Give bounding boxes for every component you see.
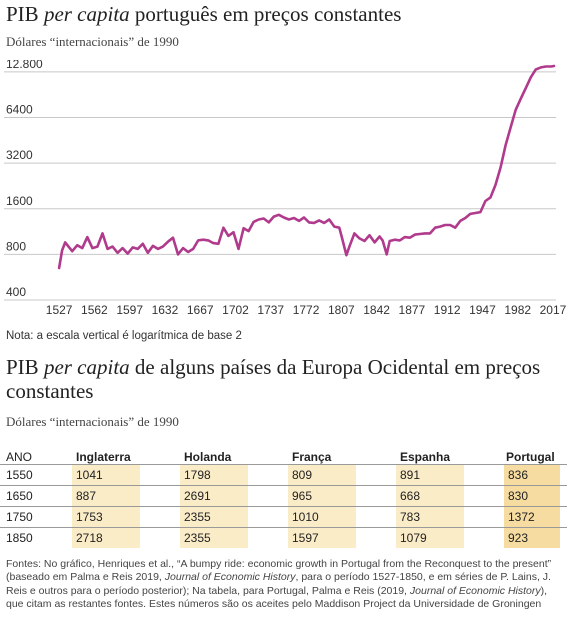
cell-year: 1550 bbox=[6, 468, 33, 482]
cell-value: 1010 bbox=[292, 510, 319, 524]
cell-value: 1372 bbox=[508, 510, 535, 524]
chart-subtitle: Dólares “internacionais” de 1990 bbox=[6, 34, 179, 49]
cell-value: 1798 bbox=[184, 468, 211, 482]
cell-value: 2355 bbox=[184, 531, 211, 545]
cell-value: 923 bbox=[508, 531, 529, 545]
x-tick-label: 1597 bbox=[116, 303, 143, 317]
header-franca: França bbox=[292, 450, 332, 464]
cell-value: 965 bbox=[292, 489, 313, 503]
x-tick-label: 1982 bbox=[504, 303, 531, 317]
cell-value: 809 bbox=[292, 468, 313, 482]
x-tick-label: 1702 bbox=[222, 303, 249, 317]
table-row: 1750 1753 2355 1010 783 1372 bbox=[0, 506, 567, 528]
cell-value: 891 bbox=[400, 468, 421, 482]
chart-note: Nota: a escala vertical é logarítmica de… bbox=[6, 330, 242, 342]
y-tick-label: 800 bbox=[6, 239, 26, 253]
chart-title: PIB per capita português em preços const… bbox=[6, 2, 402, 26]
cell-value: 836 bbox=[508, 468, 529, 482]
cell-value: 2718 bbox=[76, 531, 103, 545]
x-tick-label: 1842 bbox=[363, 303, 390, 317]
y-tick-label: 3200 bbox=[6, 148, 33, 162]
table-row: 1850 2718 2355 1597 1079 923 bbox=[0, 527, 567, 549]
cell-value: 1041 bbox=[76, 468, 103, 482]
table-row: 1550 1041 1798 809 891 836 bbox=[0, 464, 567, 486]
x-tick-label: 1807 bbox=[328, 303, 355, 317]
header-holanda: Holanda bbox=[184, 450, 232, 464]
x-tick-label: 1562 bbox=[81, 303, 108, 317]
x-tick-label: 1667 bbox=[187, 303, 214, 317]
x-tick-label: 1912 bbox=[434, 303, 461, 317]
gdp-line-chart: 400 800 1600 3200 6400 12.800 1527 1562 1597 163… bbox=[4, 60, 567, 317]
header-espanha: Espanha bbox=[400, 450, 451, 464]
cell-value: 1753 bbox=[76, 510, 103, 524]
x-tick-label: 1947 bbox=[469, 303, 496, 317]
header-inglaterra: Inglaterra bbox=[76, 450, 131, 464]
cell-value: 830 bbox=[508, 489, 529, 503]
x-tick-label: 1737 bbox=[257, 303, 284, 317]
table-subtitle: Dólares “internacionais” de 1990 bbox=[6, 414, 179, 429]
x-tick-label: 1632 bbox=[152, 303, 179, 317]
cell-value: 1597 bbox=[292, 531, 319, 545]
cell-value: 2691 bbox=[184, 489, 211, 503]
y-tick-label: 6400 bbox=[6, 103, 33, 117]
cell-value: 1079 bbox=[400, 531, 427, 545]
y-tick-label: 1600 bbox=[6, 194, 33, 208]
y-tick-label: 12.800 bbox=[6, 60, 43, 71]
gdp-table: ANO Inglaterra Holanda França Espanha Po… bbox=[0, 446, 567, 548]
table-row: 1650 887 2691 965 668 830 bbox=[0, 485, 567, 507]
cell-value: 887 bbox=[76, 489, 97, 503]
x-tick-label: 2017 bbox=[540, 303, 567, 317]
header-ano: ANO bbox=[6, 450, 33, 464]
cell-value: 783 bbox=[400, 510, 421, 524]
cell-year: 1850 bbox=[6, 531, 33, 545]
x-tick-label: 1772 bbox=[293, 303, 320, 317]
table-title: PIB per capita de alguns países da Europ… bbox=[6, 355, 541, 403]
y-tick-label: 400 bbox=[6, 285, 26, 299]
cell-value: 668 bbox=[400, 489, 421, 503]
x-tick-label: 1877 bbox=[399, 303, 426, 317]
series-line-portugal-gdp bbox=[57, 64, 556, 270]
cell-year: 1650 bbox=[6, 489, 33, 503]
cell-year: 1750 bbox=[6, 510, 33, 524]
sources-note: Fontes: No gráfico, Henriques et al., “A… bbox=[6, 558, 552, 611]
header-portugal: Portugal bbox=[506, 450, 555, 464]
cell-value: 2355 bbox=[184, 510, 211, 524]
x-tick-label: 1527 bbox=[46, 303, 73, 317]
